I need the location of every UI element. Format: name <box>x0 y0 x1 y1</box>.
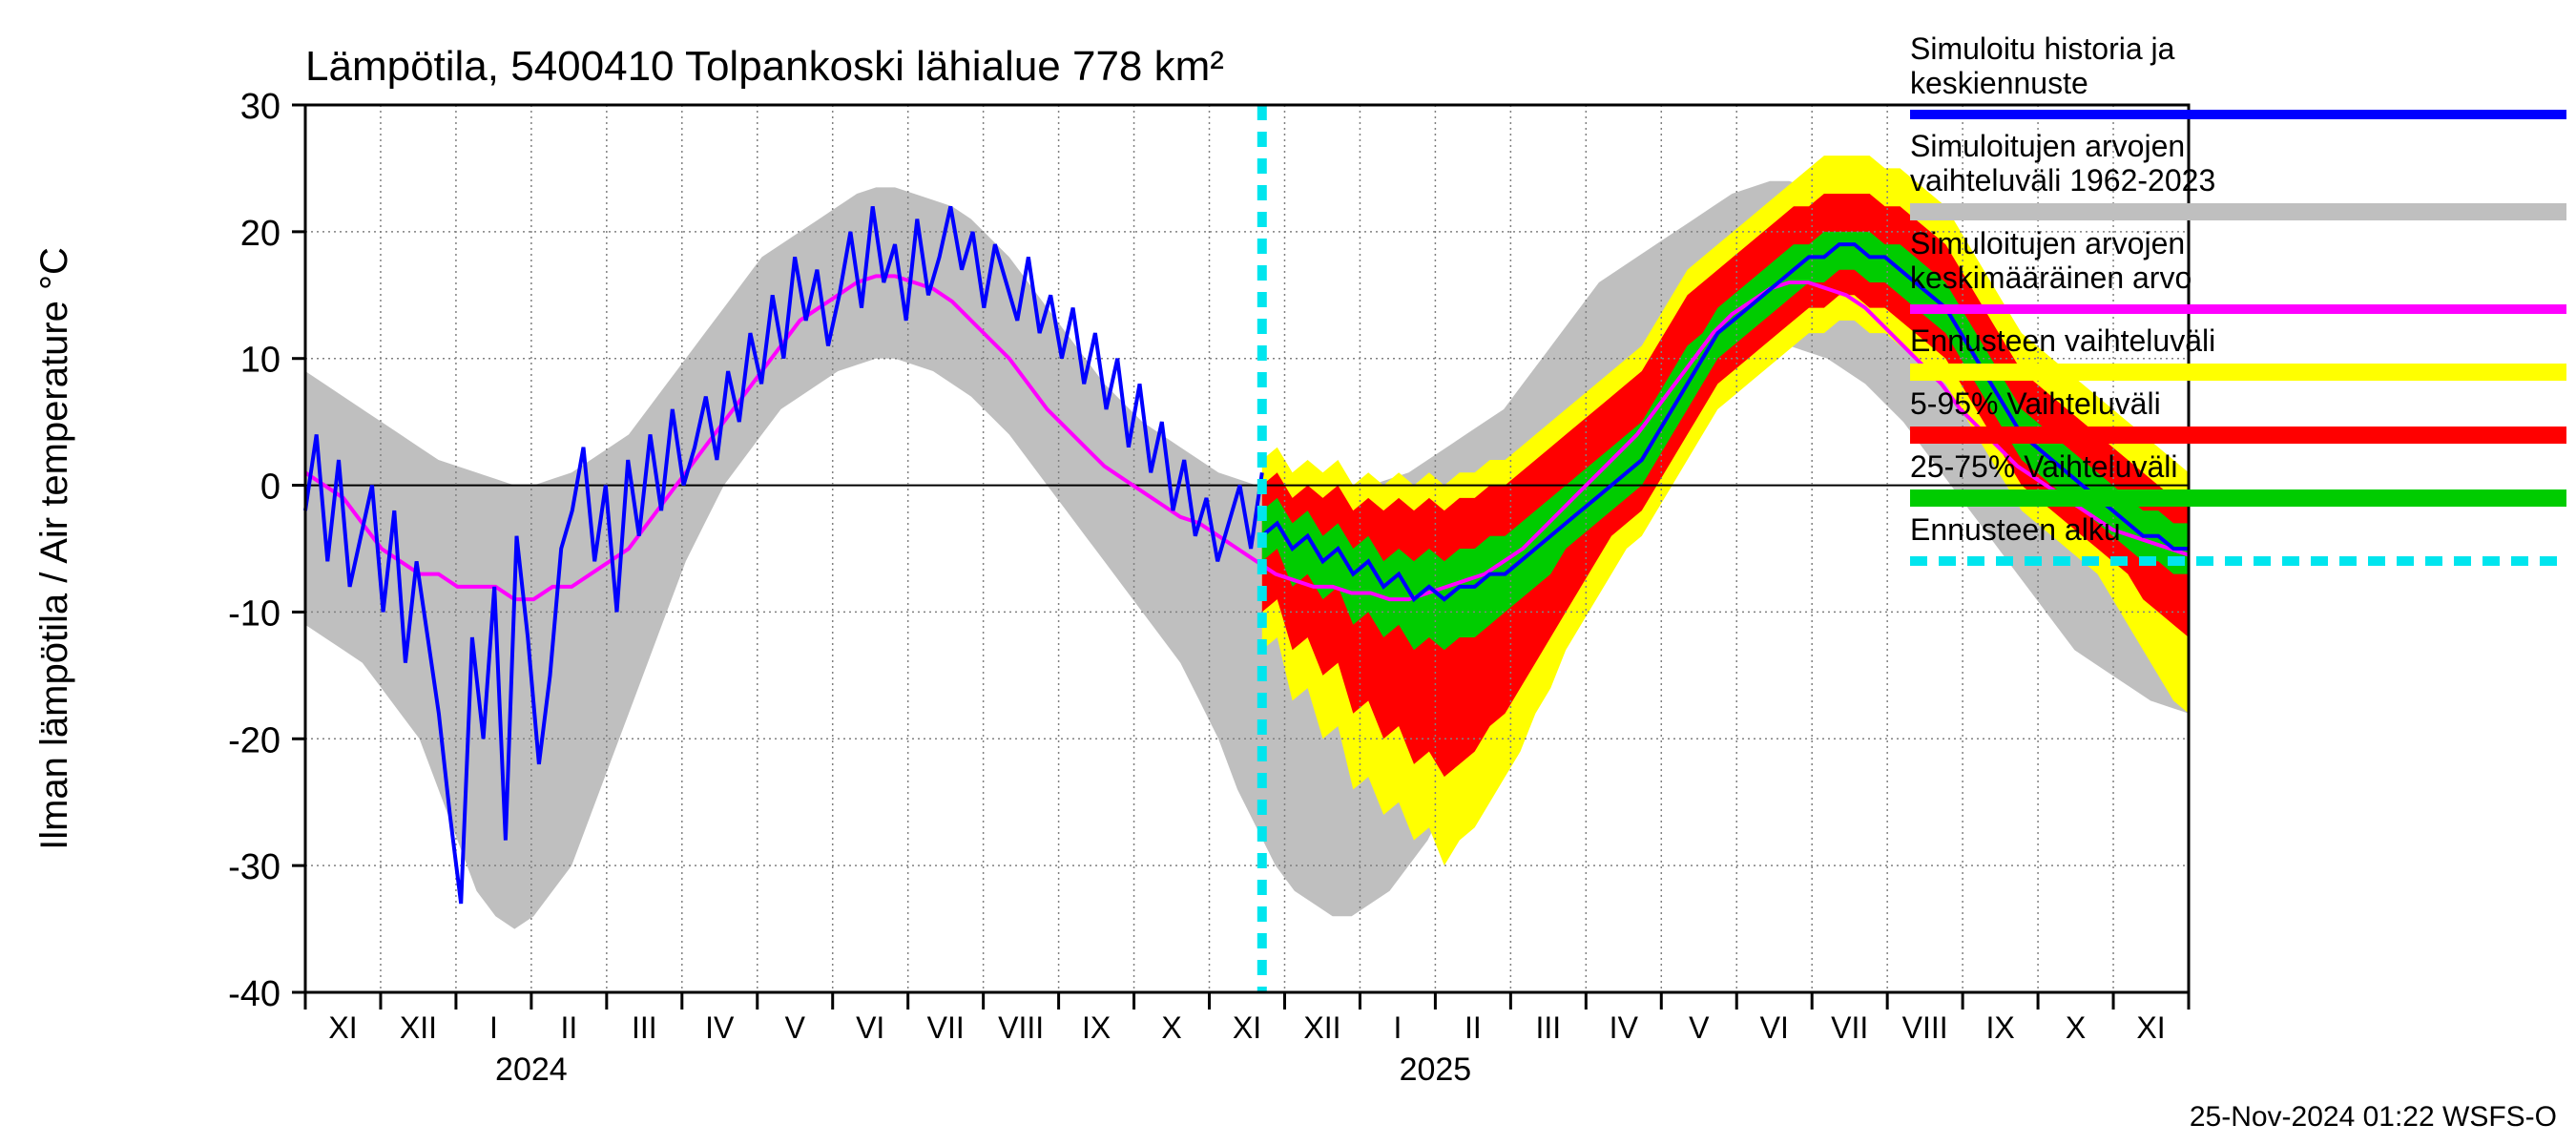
legend-label: vaihteluväli 1962-2023 <box>1910 163 2215 198</box>
chart-container: -40-30-20-100102030XIXIIIIIIIIIVVVIVIIVI… <box>0 0 2576 1145</box>
month-label: XI <box>2136 1010 2165 1045</box>
month-label: I <box>489 1010 498 1045</box>
legend-label: Simuloitu historia ja <box>1910 31 2175 66</box>
ytick-label: 0 <box>260 468 280 508</box>
ytick-label: -30 <box>228 847 280 887</box>
legend-label: Simuloitujen arvojen <box>1910 226 2185 260</box>
legend-label: Ennusteen vaihteluväli <box>1910 323 2215 358</box>
month-label: V <box>785 1010 806 1045</box>
legend-label: Simuloitujen arvojen <box>1910 129 2185 163</box>
legend-label: 25-75% Vaihteluväli <box>1910 449 2177 484</box>
month-label: VIII <box>1902 1010 1948 1045</box>
month-label: IV <box>705 1010 735 1045</box>
month-label: V <box>1689 1010 1710 1045</box>
ytick-label: -20 <box>228 720 280 760</box>
month-label: I <box>1393 1010 1402 1045</box>
year-label: 2025 <box>1400 1051 1472 1088</box>
month-label: VI <box>856 1010 884 1045</box>
month-label: X <box>1161 1010 1181 1045</box>
month-label: II <box>1465 1010 1482 1045</box>
month-label: VIII <box>998 1010 1044 1045</box>
ytick-label: 30 <box>240 87 280 127</box>
ytick-label: 20 <box>240 214 280 254</box>
month-label: III <box>632 1010 657 1045</box>
chart-title: Lämpötila, 5400410 Tolpankoski lähialue … <box>305 43 1224 90</box>
month-label: VII <box>1831 1010 1868 1045</box>
legend-label: 5-95% Vaihteluväli <box>1910 386 2161 421</box>
y-axis-label: Ilman lämpötila / Air temperature °C <box>33 247 75 850</box>
month-label: XI <box>1233 1010 1261 1045</box>
month-label: IX <box>1082 1010 1111 1045</box>
ytick-label: 10 <box>240 341 280 381</box>
month-label: IX <box>1985 1010 2014 1045</box>
ytick-label: -10 <box>228 593 280 634</box>
month-label: XII <box>1303 1010 1340 1045</box>
chart-svg: -40-30-20-100102030XIXIIIIIIIIIVVVIVIIVI… <box>0 0 2576 1145</box>
chart-footer: 25-Nov-2024 01:22 WSFS-O <box>2190 1101 2557 1133</box>
month-label: VI <box>1760 1010 1789 1045</box>
legend-label: keskimääräinen arvo <box>1910 260 2192 295</box>
month-label: IV <box>1610 1010 1639 1045</box>
legend-label: keskiennuste <box>1910 66 2088 100</box>
month-label: II <box>560 1010 577 1045</box>
legend-label: Ennusteen alku <box>1910 512 2121 547</box>
month-label: X <box>2066 1010 2086 1045</box>
month-label: XII <box>400 1010 437 1045</box>
month-label: XI <box>328 1010 357 1045</box>
year-label: 2024 <box>495 1051 568 1088</box>
month-label: III <box>1536 1010 1562 1045</box>
month-label: VII <box>927 1010 965 1045</box>
ytick-label: -40 <box>228 974 280 1014</box>
